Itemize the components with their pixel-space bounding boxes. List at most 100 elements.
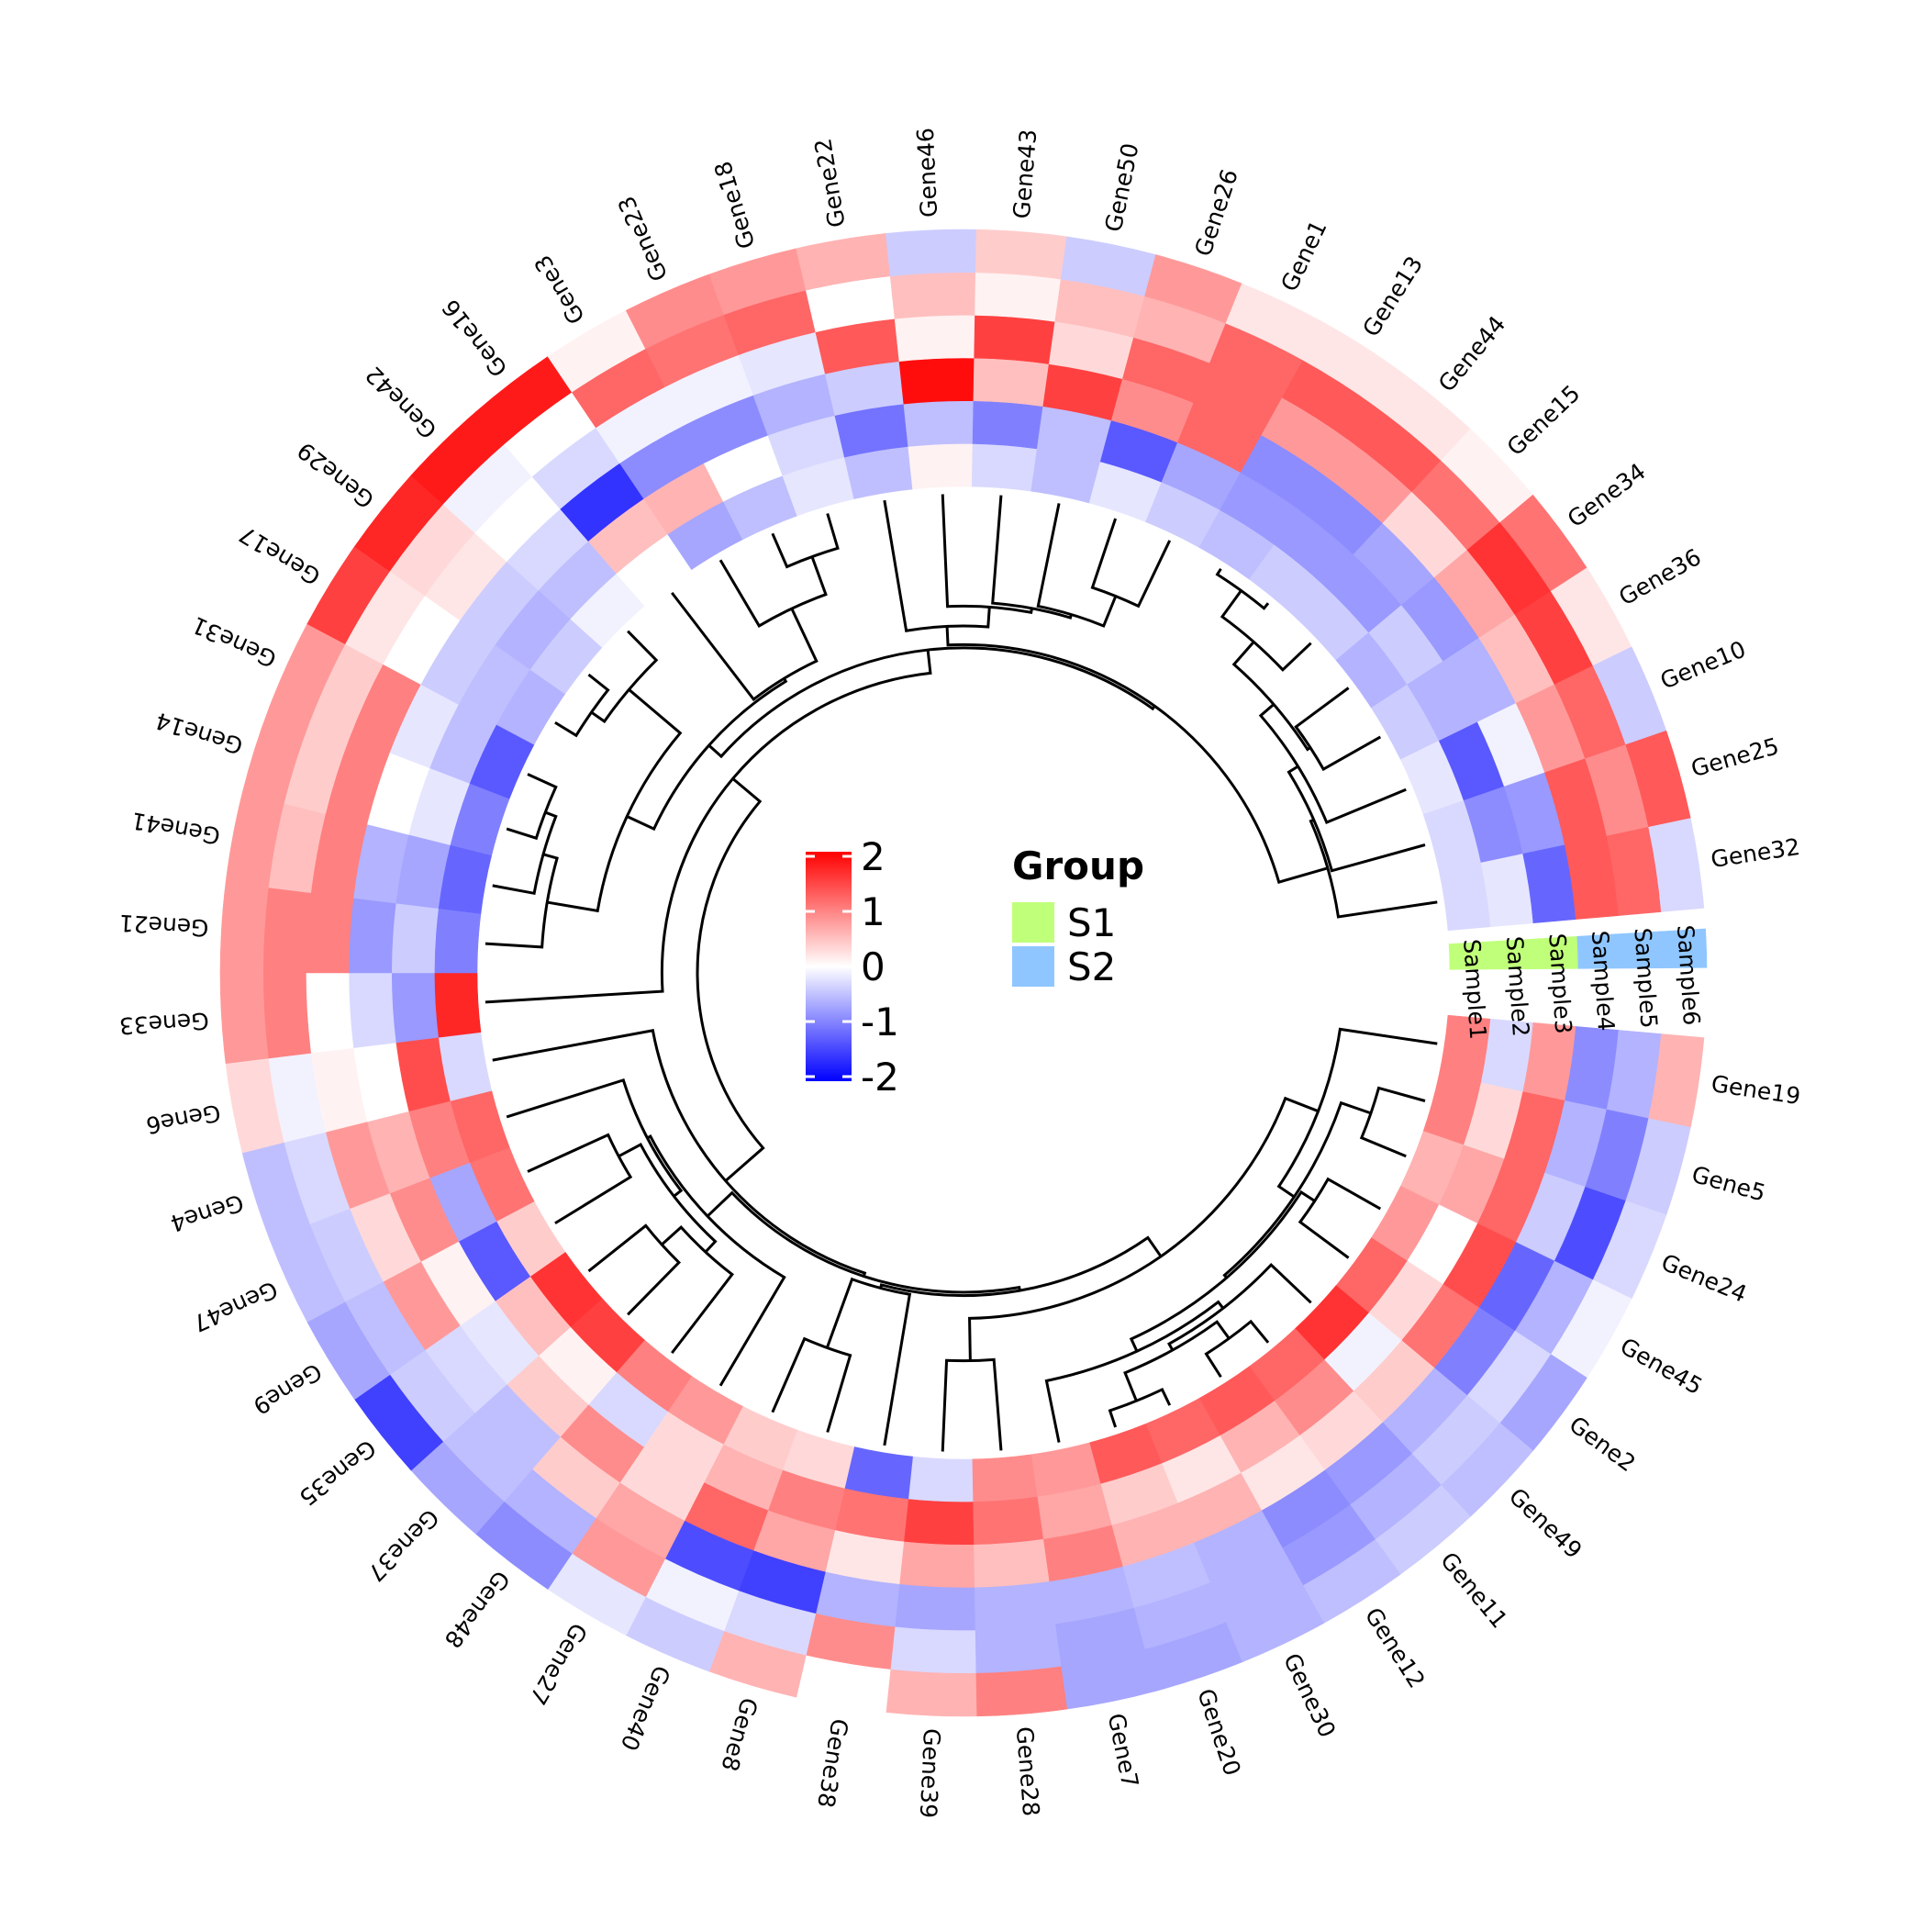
gene-label: Gene20 [1192, 1685, 1246, 1779]
heatmap-cell [1648, 818, 1705, 912]
gene-label: Gene22 [809, 137, 851, 229]
heatmap-cell [975, 1624, 1062, 1674]
gene-label: Gene28 [1011, 1725, 1045, 1817]
gene-label: Gene1 [1275, 216, 1331, 295]
dendrogram-branch [587, 1223, 682, 1316]
gene-label: Gene31 [188, 611, 281, 673]
gene-label: Gene34 [1563, 458, 1651, 532]
heatmap-cell [306, 892, 354, 974]
gene-label: Gene3 [529, 251, 590, 329]
heatmap-cell [908, 443, 974, 490]
heatmap-cell [973, 1538, 1050, 1589]
gene-label: Gene25 [1688, 732, 1782, 782]
dendrogram-branch [991, 495, 1073, 620]
dendrogram-branch [941, 1357, 1003, 1452]
sample-label: Sample4 [1587, 930, 1620, 1032]
gene-label: Gene35 [294, 1435, 381, 1512]
heatmap-cell [971, 1454, 1038, 1502]
dendrogram-branch [718, 556, 828, 628]
gene-label: Gene23 [613, 192, 674, 285]
dendrogram-branch [506, 1078, 684, 1198]
dendrogram-branch [883, 499, 991, 632]
gene-dendrogram [485, 494, 1438, 1452]
gene-label: Gene36 [1614, 543, 1705, 610]
dendrogram-branch [1090, 518, 1172, 609]
heatmap-cell [434, 972, 482, 1038]
heatmap-cell [262, 887, 312, 974]
gene-label: Gene18 [709, 158, 761, 251]
gene-label: Gene9 [249, 1357, 327, 1420]
heatmap-cell [898, 357, 975, 405]
sample-label: Sample6 [1672, 924, 1705, 1026]
dendrogram-branch [941, 494, 1033, 614]
dendrogram-branch [646, 1134, 786, 1387]
group-legend-label-s1: S1 [1067, 900, 1116, 945]
dendrogram-branch [879, 1235, 1163, 1298]
color-scale-tick-label: -2 [861, 1055, 899, 1100]
heatmap-cell [974, 1581, 1056, 1631]
heatmap-cell [889, 272, 976, 319]
gene-label: Gene10 [1656, 635, 1749, 694]
gene-label: Gene47 [189, 1276, 282, 1337]
gene-label: Gene6 [144, 1099, 223, 1138]
heatmap-cell [391, 902, 439, 974]
sample-label: Sample5 [1629, 927, 1662, 1029]
heatmap-cell [903, 1499, 975, 1546]
heatmap-cell [219, 881, 269, 974]
gene-label: Gene39 [915, 1728, 945, 1819]
heatmap-cell [894, 1584, 975, 1631]
dendrogram-branch [1287, 765, 1426, 873]
dendrogram-branch [492, 810, 558, 896]
gene-label: Gene17 [235, 520, 326, 590]
dendrogram-branch [1222, 1100, 1372, 1279]
heatmap-cell [219, 972, 269, 1065]
gene-label: Gene7 [1103, 1711, 1144, 1790]
gene-label: Gene4 [167, 1189, 247, 1236]
gene-label: Gene8 [716, 1694, 763, 1774]
gene-label: Gene2 [1565, 1411, 1641, 1477]
gene-label: Gene5 [1689, 1161, 1769, 1207]
gene-label: Gene45 [1616, 1333, 1707, 1400]
color-scale-tick-label: 1 [861, 889, 886, 934]
heatmap-cell [908, 1456, 974, 1502]
gene-label: Gene24 [1657, 1249, 1750, 1308]
dendrogram-branch [554, 673, 610, 738]
heatmap-cell [886, 229, 977, 277]
gene-label: Gene13 [1357, 251, 1428, 341]
gene-label: Gene32 [1710, 833, 1802, 873]
color-scale-tick-label: 0 [861, 944, 886, 989]
gene-label: Gene12 [1360, 1603, 1431, 1692]
dendrogram-branch [1298, 1177, 1382, 1259]
gene-label: Gene37 [362, 1504, 444, 1587]
gene-label: Gene11 [1435, 1547, 1513, 1634]
dendrogram-branch [1204, 1319, 1270, 1379]
dendrogram-branch [1036, 503, 1118, 628]
dendrogram-branch [1294, 687, 1382, 772]
dendrogram-branch [1359, 1086, 1426, 1158]
group-legend-title: Group [1012, 843, 1144, 888]
sample-label: Sample3 [1543, 932, 1576, 1034]
dendrogram-branch [1258, 703, 1407, 825]
heatmap-cell [975, 272, 1062, 322]
dendrogram-branch [771, 1336, 852, 1433]
dendrogram-branch [1309, 818, 1438, 919]
gene-label: Gene49 [1504, 1483, 1587, 1564]
heatmap-cell [348, 898, 396, 974]
dendrogram-branch [696, 777, 765, 1182]
gene-label: Gene43 [1008, 128, 1042, 220]
heatmap-cell [894, 315, 975, 362]
color-scale-tick-marks [806, 854, 852, 1078]
sample-label: Sample1 [1458, 938, 1491, 1040]
group-legend-label-s2: S2 [1067, 944, 1116, 989]
gene-label: Gene19 [1710, 1070, 1802, 1110]
gene-label: Gene46 [912, 128, 942, 218]
gene-label: Gene41 [129, 807, 222, 849]
dendrogram-branch [661, 1225, 734, 1355]
gene-label: Gene44 [1433, 311, 1511, 397]
color-scale-legend: 2 1 0 -1 -2 [806, 834, 899, 1100]
group-legend: Group S1 S2 [1012, 843, 1144, 989]
group-legend-swatch-s2 [1012, 946, 1054, 987]
heatmap-cell [974, 315, 1056, 364]
